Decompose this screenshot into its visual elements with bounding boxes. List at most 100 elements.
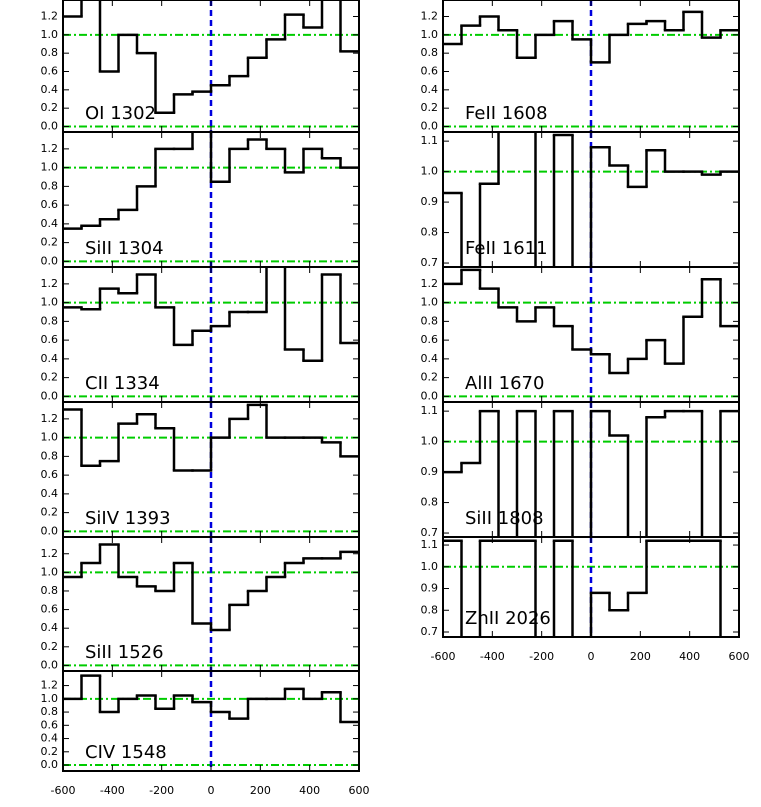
y-tick-label: 0.8 <box>41 314 59 327</box>
panel-label: AlII 1670 <box>465 373 544 394</box>
y-tick-label: 0.4 <box>41 732 59 745</box>
y-tick-label: 1.0 <box>421 28 439 41</box>
y-tick-label: 1.1 <box>421 134 439 147</box>
x-tick-label: 0 <box>208 784 215 797</box>
y-tick-label: 0.8 <box>41 46 59 59</box>
panel-label: OI 1302 <box>85 103 156 124</box>
y-tick-label: 1.2 <box>41 142 59 155</box>
y-tick-label: 0.6 <box>421 65 439 78</box>
y-tick-label: 0.2 <box>41 236 59 249</box>
y-tick-label: 0.4 <box>421 352 439 365</box>
y-tick-label: 1.0 <box>41 565 59 578</box>
y-tick-label: 0.7 <box>421 256 439 269</box>
y-tick-label: 1.2 <box>41 547 59 560</box>
y-tick-label: 0.0 <box>41 758 59 771</box>
x-tick-label: 200 <box>630 650 651 663</box>
y-tick-label: 1.0 <box>421 296 439 309</box>
y-tick-label: 0.0 <box>41 389 59 402</box>
panel-label: CII 1334 <box>85 373 160 394</box>
y-tick-label: 1.2 <box>421 277 439 290</box>
y-tick-label: 0.4 <box>41 487 59 500</box>
y-tick-label: 1.0 <box>421 560 439 573</box>
y-tick-label: 0.8 <box>41 584 59 597</box>
y-tick-label: 0.8 <box>421 226 439 239</box>
x-tick-label: -600 <box>51 784 76 797</box>
y-tick-label: 1.2 <box>41 277 59 290</box>
panel-label: SiII 1526 <box>85 642 164 663</box>
x-tick-label: 600 <box>729 650 750 663</box>
panel-label: FeII 1608 <box>465 103 548 124</box>
panel: 0.7 0.8 0.9 1.0 1.1 -600 -400 -200 0 200 400 600 ZnI… <box>421 536 750 663</box>
panel: 0.0 0.2 0.4 0.6 0.8 1.0 1.2 CII 1334 <box>41 266 360 403</box>
y-tick-label: 1.2 <box>41 679 59 692</box>
plot-area <box>443 402 739 537</box>
y-tick-label: 1.0 <box>41 296 59 309</box>
y-tick-label: 1.0 <box>41 161 59 174</box>
y-tick-label: 0.2 <box>41 745 59 758</box>
y-tick-label: 0.9 <box>421 465 439 478</box>
y-tick-label: 0.9 <box>421 195 439 208</box>
y-tick-label: 1.1 <box>421 404 439 417</box>
y-tick-label: 0.4 <box>41 217 59 230</box>
x-tick-label: -200 <box>529 650 554 663</box>
y-tick-label: 1.0 <box>41 28 59 41</box>
y-tick-label: 0.6 <box>421 333 439 346</box>
y-tick-label: 1.0 <box>421 435 439 448</box>
x-tick-label: 0 <box>588 650 595 663</box>
panel-label: FeII 1611 <box>465 238 548 259</box>
x-tick-label: -200 <box>149 784 174 797</box>
panel: 0.0 0.2 0.4 0.6 0.8 1.0 1.2 OI 1302 <box>41 0 360 133</box>
y-tick-label: 0.4 <box>41 621 59 634</box>
x-tick-label: -400 <box>480 650 505 663</box>
y-tick-label: 0.8 <box>41 705 59 718</box>
y-tick-label: 0.2 <box>41 101 59 114</box>
panel: 0.0 0.2 0.4 0.6 0.8 1.0 1.2 SiIV 1393 <box>41 401 360 538</box>
panel: 0.7 0.8 0.9 1.0 1.1 SiII 1808 <box>421 401 740 539</box>
y-tick-label: 0.2 <box>421 371 439 384</box>
panel: 0.0 0.2 0.4 0.6 0.8 1.0 1.2 FeII 1608 <box>421 0 740 133</box>
y-tick-label: 0.0 <box>421 389 439 402</box>
y-tick-label: 0.7 <box>421 625 439 638</box>
panel: 0.0 0.2 0.4 0.6 0.8 1.0 1.2 AlII 1670 <box>421 266 740 403</box>
y-tick-label: 0.6 <box>41 198 59 211</box>
y-tick-label: 0.8 <box>41 449 59 462</box>
x-tick-label: 400 <box>299 784 320 797</box>
y-tick-label: 0.2 <box>421 101 439 114</box>
y-tick-label: 0.9 <box>421 582 439 595</box>
x-tick-label: 400 <box>679 650 700 663</box>
y-tick-label: 0.6 <box>41 603 59 616</box>
panel: 0.7 0.8 0.9 1.0 1.1 FeII 1611 <box>421 131 740 269</box>
y-tick-label: 0.8 <box>41 179 59 192</box>
y-tick-label: 0.6 <box>41 468 59 481</box>
y-tick-label: 1.2 <box>41 10 59 23</box>
plot-area <box>63 0 359 132</box>
y-tick-label: 0.0 <box>41 524 59 537</box>
y-tick-label: 1.0 <box>421 165 439 178</box>
y-tick-label: 0.8 <box>421 46 439 59</box>
y-tick-label: 0.4 <box>421 83 439 96</box>
y-tick-label: 1.2 <box>421 10 439 23</box>
x-tick-label: 200 <box>250 784 271 797</box>
y-tick-label: 0.2 <box>41 640 59 653</box>
y-tick-label: 0.4 <box>41 352 59 365</box>
x-tick-label: 600 <box>349 784 370 797</box>
panel: 0.0 0.2 0.4 0.6 0.8 1.0 1.2 SiII 1526 <box>41 536 360 672</box>
y-tick-label: 0.7 <box>421 526 439 539</box>
panel-label: ZnII 2026 <box>465 608 551 629</box>
x-tick-label: -400 <box>100 784 125 797</box>
plot-area <box>443 132 739 267</box>
panel: 0.0 0.2 0.4 0.6 0.8 1.0 1.2 SiII 1304 <box>41 131 360 268</box>
y-tick-label: 0.6 <box>41 65 59 78</box>
x-tick-label: -600 <box>431 650 456 663</box>
y-tick-label: 0.8 <box>421 603 439 616</box>
y-tick-label: 0.0 <box>421 120 439 133</box>
panel-label: SiII 1808 <box>465 508 544 529</box>
panel: 0.00.20.40.60.81.01.2 -600 -400 -200 0 200 400… <box>41 670 370 797</box>
y-tick-label: 0.2 <box>41 371 59 384</box>
y-tick-label: 1.0 <box>41 692 59 705</box>
panel-label: SiII 1304 <box>85 238 164 259</box>
y-tick-label: 0.6 <box>41 718 59 731</box>
y-tick-label: 1.0 <box>41 431 59 444</box>
y-tick-label: 0.2 <box>41 506 59 519</box>
y-tick-label: 0.8 <box>421 496 439 509</box>
